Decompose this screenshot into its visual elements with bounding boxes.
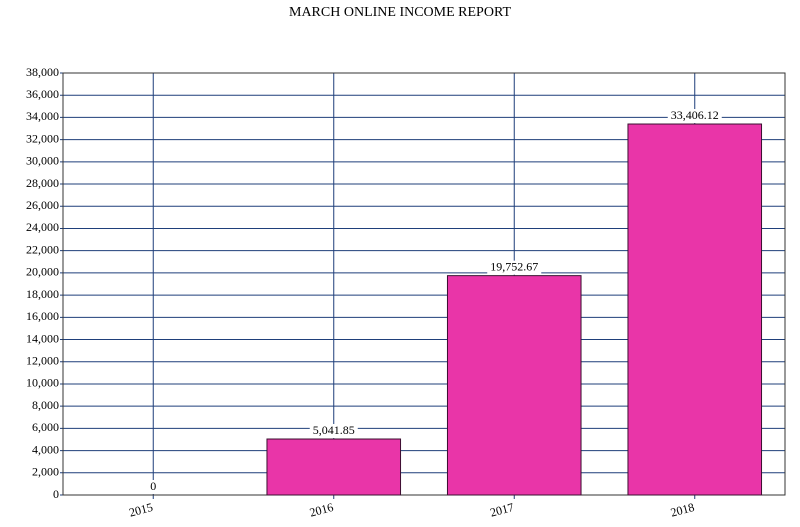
- value-label: 0: [150, 479, 156, 493]
- y-tick-label: 6,000: [32, 420, 59, 434]
- bar: [446, 275, 582, 496]
- y-tick-label: 2,000: [32, 465, 59, 479]
- y-tick-label: 26,000: [26, 198, 59, 212]
- bar: [266, 438, 402, 496]
- y-tick-label: 38,000: [26, 65, 59, 79]
- value-label: 33,406.12: [671, 108, 719, 122]
- y-tick-label: 8,000: [32, 398, 59, 412]
- x-tick-label: 2018: [669, 500, 696, 520]
- y-tick-label: 4,000: [32, 442, 59, 456]
- value-label-box: [147, 480, 160, 494]
- value-label: 19,752.67: [490, 259, 538, 273]
- y-tick-label: 36,000: [26, 87, 59, 101]
- y-tick-label: 24,000: [26, 220, 59, 234]
- y-tick-label: 32,000: [26, 131, 59, 145]
- value-label: 5,041.85: [313, 423, 355, 437]
- y-tick-label: 18,000: [26, 287, 59, 301]
- y-tick-label: 22,000: [26, 242, 59, 256]
- y-tick-label: 12,000: [26, 353, 59, 367]
- x-tick-label: 2017: [489, 500, 516, 520]
- chart-title: MARCH ONLINE INCOME REPORT: [289, 5, 511, 20]
- y-tick-label: 10,000: [26, 376, 59, 390]
- value-label-box: [309, 424, 358, 439]
- y-tick-label: 28,000: [26, 176, 59, 190]
- value-label-box: [667, 109, 722, 124]
- value-label-box: [487, 260, 542, 275]
- x-tick-label: 2016: [308, 500, 335, 520]
- y-tick-label: 16,000: [26, 309, 59, 323]
- bar: [627, 123, 763, 496]
- x-tick-label: 2015: [128, 500, 155, 520]
- y-tick-label: 20,000: [26, 265, 59, 279]
- plot-border: [62, 72, 786, 496]
- y-tick-label: 0: [53, 487, 59, 501]
- y-tick-label: 34,000: [26, 109, 59, 123]
- y-tick-label: 14,000: [26, 331, 59, 345]
- y-tick-label: 30,000: [26, 154, 59, 168]
